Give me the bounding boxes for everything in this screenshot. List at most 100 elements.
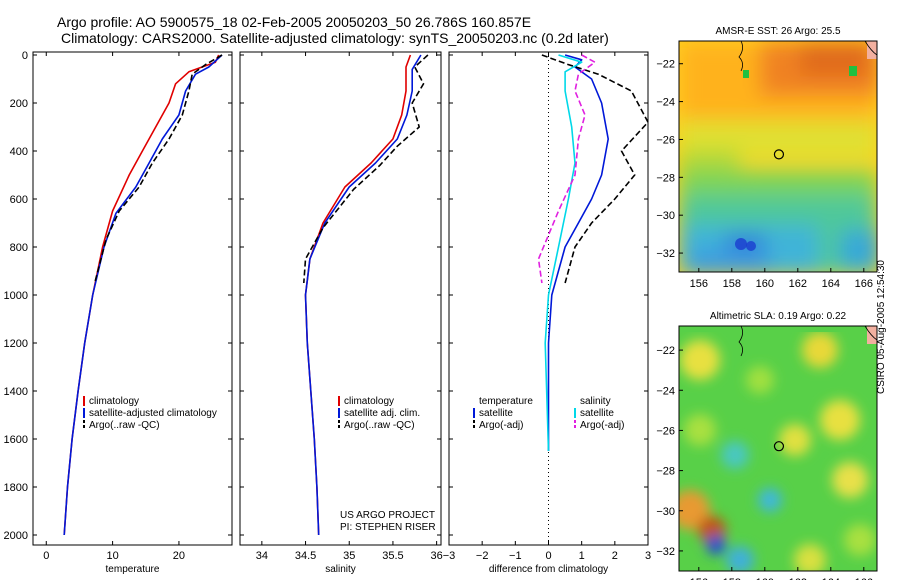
map-xtick-label: 160 bbox=[756, 278, 774, 290]
map-xtick-label: 164 bbox=[822, 577, 840, 580]
sst-map bbox=[679, 41, 877, 272]
figure-title-line2: Climatology: CARS2000. Satellite-adjuste… bbox=[61, 30, 609, 46]
profile-location-marker bbox=[773, 441, 785, 452]
xtick-label-difference: −1 bbox=[509, 550, 522, 562]
xlabel-temperature: temperature bbox=[106, 564, 160, 575]
xtick-label-difference: −2 bbox=[476, 550, 489, 562]
xtick-label-difference: 2 bbox=[612, 550, 618, 562]
map-xtick-label: 164 bbox=[822, 278, 840, 290]
ytick-label: 2000 bbox=[4, 530, 28, 542]
xtick-label-salinity: 35 bbox=[343, 550, 355, 562]
map-xtick-label: 160 bbox=[756, 577, 774, 580]
xtick-label-temperature: 20 bbox=[173, 550, 185, 562]
map-ytick-label: −30 bbox=[656, 506, 675, 518]
legend-label: satellite bbox=[479, 408, 513, 419]
project-label: US ARGO PROJECT bbox=[340, 510, 435, 521]
panel-frame-salinity bbox=[239, 51, 442, 546]
map-ytick-label: −32 bbox=[656, 546, 675, 558]
xtick-label-difference: 3 bbox=[645, 550, 651, 562]
series-line-temperature-0 bbox=[63, 54, 220, 536]
legend-label: Argo(..raw -QC) bbox=[344, 420, 415, 431]
legend-label: climatology bbox=[89, 396, 139, 407]
map-frame bbox=[678, 325, 878, 572]
series-line-salinity-0 bbox=[304, 54, 412, 536]
map-ytick-label: −24 bbox=[656, 97, 675, 109]
map-axes-0: AMSR-E SST: 26 Argo: 25.5 156 158 160 162 164… bbox=[656, 26, 878, 290]
panel-temperature: 0 10 20 temperature 0 200 400 600 800 1000 1200 140… bbox=[4, 50, 233, 575]
map-xtick-label: 162 bbox=[789, 278, 807, 290]
legend-label: satellite adj. clim. bbox=[344, 408, 420, 419]
map-xtick-label: 156 bbox=[690, 577, 708, 580]
xtick-label-temperature: 0 bbox=[43, 550, 49, 562]
legend-label: Argo(-adj) bbox=[580, 420, 624, 431]
ytick-label: 400 bbox=[10, 146, 28, 158]
map-xtick-label: 162 bbox=[789, 577, 807, 580]
map-ytick-label: −22 bbox=[656, 345, 675, 357]
series-line-difference-3 bbox=[537, 54, 596, 284]
coastline bbox=[738, 325, 743, 357]
legend-heading: salinity bbox=[580, 396, 611, 407]
ytick-label: 200 bbox=[10, 98, 28, 110]
map-title: Altimetric SLA: 0.19 Argo: 0.22 bbox=[710, 311, 847, 322]
map-xtick-label: 166 bbox=[855, 278, 873, 290]
map-frame bbox=[678, 40, 878, 273]
series-line-salinity-1 bbox=[304, 54, 422, 536]
map-ytick-label: −28 bbox=[656, 466, 675, 478]
legend-label: Argo(..raw -QC) bbox=[89, 420, 160, 431]
map-xtick-label: 166 bbox=[855, 577, 873, 580]
map-xtick-label: 158 bbox=[723, 577, 741, 580]
xtick-label-temperature: 10 bbox=[106, 550, 118, 562]
map-ytick-label: −30 bbox=[656, 210, 675, 222]
coastline bbox=[864, 325, 878, 341]
ytick-label: 1000 bbox=[4, 290, 28, 302]
xtick-label-difference: −3 bbox=[443, 550, 456, 562]
pi-label: PI: STEPHEN RISER bbox=[340, 522, 436, 533]
sla-map bbox=[679, 326, 877, 571]
ytick-label: 1800 bbox=[4, 482, 28, 494]
xlabel-salinity: salinity bbox=[325, 564, 356, 575]
series-line-temperature-1 bbox=[63, 54, 223, 536]
map-axes-1: Altimetric SLA: 0.19 Argo: 0.22 156 158 160… bbox=[656, 311, 878, 580]
xtick-label-salinity: 35.5 bbox=[382, 550, 403, 562]
panel-salinity: 34 34.5 35 35.5 36 salinity bbox=[239, 51, 443, 575]
legend-label: satellite-adjusted climatology bbox=[89, 408, 217, 419]
legend-label: climatology bbox=[344, 396, 394, 407]
map-ytick-label: −24 bbox=[656, 385, 675, 397]
xtick-label-salinity: 34 bbox=[256, 550, 268, 562]
series-line-temperature-2 bbox=[93, 54, 223, 284]
figure-title-line1: Argo profile: AO 5900575_18 02-Feb-2005 … bbox=[57, 14, 532, 30]
panel-frame-temperature bbox=[32, 51, 233, 546]
xlabel-difference: difference from climatology bbox=[489, 564, 608, 575]
ytick-label: 1400 bbox=[4, 386, 28, 398]
coastline bbox=[738, 40, 743, 72]
legend-label: Argo(-adj) bbox=[479, 420, 523, 431]
legend-heading: temperature bbox=[479, 396, 533, 407]
map-ytick-label: −26 bbox=[656, 425, 675, 437]
ytick-label: 1600 bbox=[4, 434, 28, 446]
coastline bbox=[864, 40, 878, 56]
ytick-label: 800 bbox=[10, 242, 28, 254]
map-ytick-label: −26 bbox=[656, 134, 675, 146]
panel-difference: −3 −2 −1 0 1 2 3 difference from climatology bbox=[443, 51, 651, 575]
legend-label: satellite bbox=[580, 408, 614, 419]
map-ytick-label: −22 bbox=[656, 59, 675, 71]
profile-location-marker bbox=[773, 149, 785, 160]
xtick-label-salinity: 34.5 bbox=[295, 550, 316, 562]
series-line-difference-0 bbox=[547, 54, 610, 451]
map-ytick-label: −32 bbox=[656, 248, 675, 260]
series-line-difference-1 bbox=[541, 54, 649, 284]
map-ytick-label: −28 bbox=[656, 172, 675, 184]
ytick-label: 600 bbox=[10, 194, 28, 206]
series-line-difference-2 bbox=[544, 54, 583, 452]
map-title: AMSR-E SST: 26 Argo: 25.5 bbox=[715, 26, 840, 37]
map-xtick-label: 156 bbox=[690, 278, 708, 290]
series-line-salinity-2 bbox=[303, 54, 429, 284]
xtick-label-difference: 0 bbox=[545, 550, 551, 562]
ytick-label: 1200 bbox=[4, 338, 28, 350]
map-xtick-label: 158 bbox=[723, 278, 741, 290]
ytick-label: 0 bbox=[22, 50, 28, 62]
